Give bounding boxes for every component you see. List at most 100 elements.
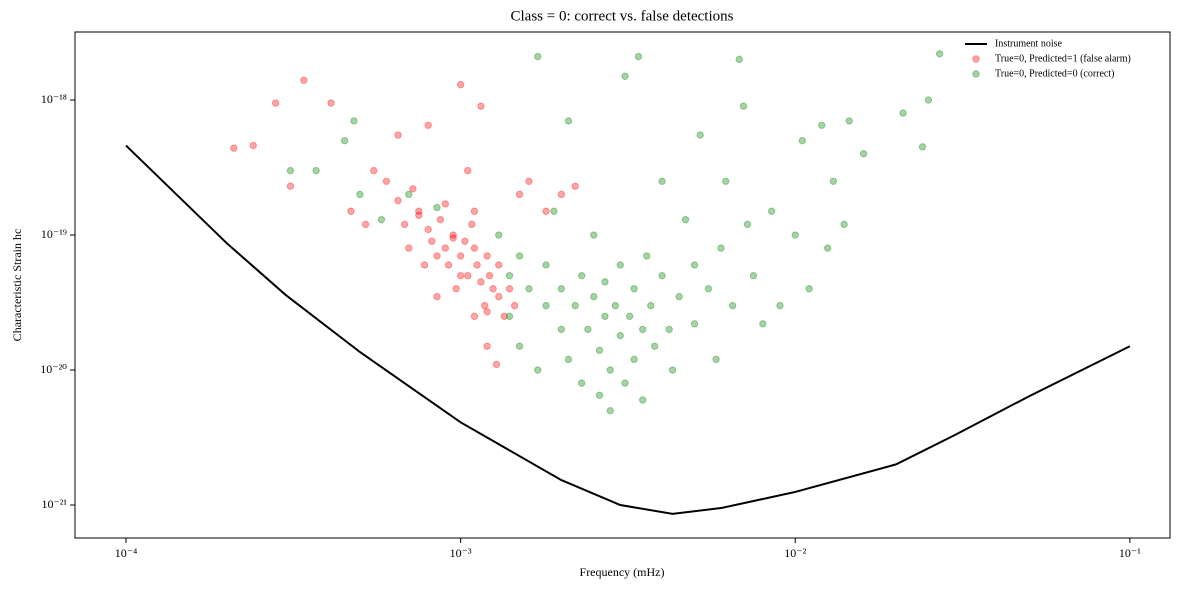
y-tick-label: 10⁻¹⁸ bbox=[41, 92, 67, 106]
x-tick-label: 10⁻¹ bbox=[1119, 546, 1141, 560]
scatter-point bbox=[441, 244, 450, 252]
scatter-point bbox=[350, 117, 358, 125]
scatter-point bbox=[590, 231, 598, 239]
scatter-point bbox=[382, 177, 391, 185]
scatter-point bbox=[595, 346, 604, 355]
scatter-point bbox=[791, 231, 799, 239]
scatter-point bbox=[776, 301, 784, 310]
scatter-point bbox=[444, 261, 453, 269]
legend-label: True=0, Predicted=1 (false alarm) bbox=[995, 53, 1131, 64]
scatter-point bbox=[464, 166, 472, 175]
scatter-point bbox=[690, 320, 699, 328]
scatter-point bbox=[859, 150, 868, 158]
scatter-point bbox=[495, 292, 503, 301]
y-tick-label: 10⁻²⁰ bbox=[40, 362, 67, 376]
scatter-point bbox=[557, 325, 566, 334]
scatter-point bbox=[924, 96, 933, 104]
scatter-point bbox=[477, 278, 485, 286]
scatter-point bbox=[675, 292, 683, 301]
scatter-point bbox=[564, 117, 573, 125]
y-axis-label: Characteristic Strain hc bbox=[10, 229, 24, 342]
scatter-point bbox=[712, 355, 720, 364]
scatter-point bbox=[595, 391, 604, 399]
legend-label: Instrument noise bbox=[995, 38, 1062, 49]
scatter-point bbox=[690, 261, 699, 269]
scatter-point bbox=[400, 220, 409, 229]
scatter-point bbox=[525, 285, 533, 293]
scatter-point bbox=[420, 261, 429, 269]
scatter-point bbox=[658, 177, 666, 185]
scatter-point bbox=[571, 182, 579, 190]
scatter-point bbox=[577, 271, 586, 280]
scatter-point bbox=[300, 76, 308, 84]
plot-frame bbox=[74, 31, 1171, 539]
scatter-point bbox=[643, 252, 651, 260]
scatter-point bbox=[616, 331, 624, 340]
scatter-point bbox=[409, 185, 417, 193]
scatter-point bbox=[899, 109, 907, 117]
scatter-point bbox=[505, 271, 514, 280]
scatter-point bbox=[550, 207, 558, 215]
scatter-point bbox=[394, 196, 402, 205]
scatter-point bbox=[495, 231, 503, 239]
scatter-point bbox=[542, 207, 550, 215]
scatter-point bbox=[590, 292, 598, 301]
noise-curve bbox=[125, 144, 1131, 515]
scatter-point bbox=[470, 244, 479, 252]
legend-marker bbox=[972, 70, 980, 78]
scatter-point bbox=[564, 355, 573, 364]
scatter-point bbox=[515, 190, 524, 199]
scatter-point bbox=[722, 177, 730, 185]
scatter-point bbox=[505, 312, 514, 321]
scatter-point bbox=[534, 366, 542, 374]
scatter-point bbox=[557, 190, 566, 199]
scatter-point bbox=[845, 117, 853, 125]
scatter-point bbox=[485, 271, 494, 280]
scatter-point bbox=[424, 225, 432, 234]
scatter-point bbox=[356, 190, 364, 199]
scatter-point bbox=[616, 261, 624, 269]
scatter-point bbox=[510, 301, 519, 310]
scatter-point bbox=[735, 55, 743, 64]
scatter-point bbox=[452, 285, 460, 293]
y-tick-label: 10⁻²¹ bbox=[41, 497, 67, 511]
scatter-point bbox=[456, 80, 465, 89]
scatter-point bbox=[449, 234, 457, 242]
scatter-point bbox=[449, 231, 457, 239]
scatter-point bbox=[505, 285, 514, 293]
scatter-point bbox=[249, 141, 257, 150]
scatter-point bbox=[668, 366, 677, 374]
scatter-point bbox=[489, 285, 497, 293]
scatter-point bbox=[415, 211, 423, 219]
scatter-point bbox=[704, 285, 713, 293]
scatter-point bbox=[433, 203, 441, 212]
scatter-point bbox=[601, 278, 609, 286]
scatter-point bbox=[625, 312, 634, 321]
scatter-point bbox=[436, 215, 445, 224]
scatter-point bbox=[665, 325, 673, 334]
scatter-point bbox=[483, 342, 491, 350]
scatter-point bbox=[377, 215, 386, 224]
scatter-point bbox=[823, 244, 832, 252]
scatter-point bbox=[606, 366, 614, 374]
scatter-point bbox=[728, 301, 737, 310]
scatter-point bbox=[918, 143, 927, 151]
scatter-point bbox=[468, 220, 476, 229]
scatter-point bbox=[394, 131, 402, 139]
scatter-point bbox=[480, 301, 489, 310]
scatter-point bbox=[405, 190, 413, 199]
scatter-point bbox=[571, 301, 579, 310]
scatter-point bbox=[286, 166, 295, 175]
scatter-point bbox=[577, 379, 586, 387]
scatter-point bbox=[492, 360, 501, 369]
scatter-point bbox=[515, 252, 524, 260]
scatter-point bbox=[428, 237, 436, 245]
scatter-point bbox=[347, 207, 355, 215]
scatter-point bbox=[621, 379, 629, 387]
scatter-point bbox=[606, 406, 614, 415]
scatter-point bbox=[495, 261, 503, 269]
scatter-point bbox=[327, 99, 335, 107]
scatter-point bbox=[621, 72, 629, 80]
